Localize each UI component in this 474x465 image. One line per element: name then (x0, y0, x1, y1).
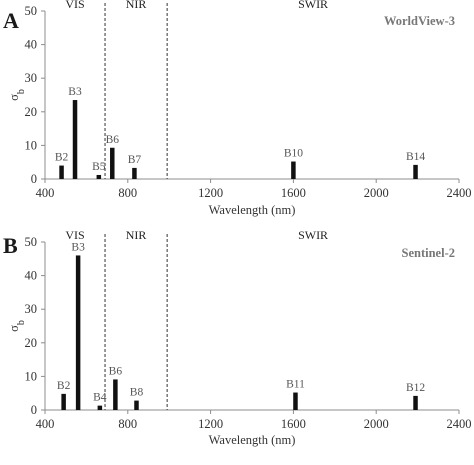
panel-a-y-tick-label: 20 (25, 105, 38, 119)
panel-a-x-tick-label: 2000 (364, 186, 389, 200)
panel-b-x-tick-label: 1600 (281, 417, 306, 431)
panel-b-bar-label-b11: B11 (286, 379, 305, 391)
panel-a-bar-label-b14: B14 (406, 151, 425, 163)
panel-b-bar-label-b3: B3 (71, 241, 85, 253)
panel-a-chart-title: WorldView-3 (384, 14, 455, 28)
panel-a-bar-b6 (110, 147, 115, 179)
panel-b-bar-label-b4: B4 (93, 392, 107, 404)
panel-a-x-tick-label: 400 (36, 186, 55, 200)
panel-b-x-axis-label: Wavelength (nm) (209, 433, 296, 447)
panel-b-bar-b3 (75, 255, 81, 410)
panel-a-bar-label-b2: B2 (55, 152, 69, 164)
panel-a-y-tick-label: 30 (25, 71, 38, 85)
panel-b-bar-b12 (413, 395, 418, 410)
panel-b-bar-label-b12: B12 (406, 382, 425, 394)
panel-a-bar-b3 (72, 100, 78, 179)
panel-a-y-tick-label: 10 (25, 138, 38, 152)
panel-b-bar-label-b2: B2 (57, 380, 71, 392)
panel-a-bar-label-b10: B10 (284, 148, 303, 160)
panel-b-chart-title: Sentinel-2 (402, 246, 455, 260)
panel-a-bar-label-b6: B6 (106, 134, 120, 146)
panel-b-bar-label-b8: B8 (130, 387, 144, 399)
panel-b-y-axis-label: σb (7, 320, 27, 332)
panel-b-y-tick-label: 30 (25, 302, 38, 316)
panel-a-y-tick-label: 0 (31, 172, 37, 186)
panel-b-region-label: SWIR (298, 228, 328, 242)
panel-a-bar-label-b3: B3 (68, 86, 82, 98)
panel-a-x-tick-label: 1200 (198, 186, 223, 200)
panel-b-bar-b2 (61, 393, 66, 410)
panel-b-x-tick-label: 1200 (198, 417, 223, 431)
panel-b-bar-b4 (97, 405, 103, 410)
panel-b-letter: B (3, 233, 18, 258)
panel-a-letter: A (3, 8, 19, 33)
panel-a-x-tick-label: 2400 (447, 186, 472, 200)
panel-a-bar-b10 (291, 161, 296, 179)
panel-b-y-axis-label-symbol: σ (7, 325, 21, 332)
panel-a-bar-b5 (96, 174, 102, 179)
panel-a-y-tick-label: 40 (25, 38, 38, 52)
panel-b-x-tick-label: 2400 (447, 417, 472, 431)
panel-a-x-tick-label: 800 (118, 186, 137, 200)
panel-a-bar-label-b7: B7 (128, 154, 142, 166)
panel-b-region-label: VIS (65, 228, 84, 242)
panel-b-bar-b6 (113, 379, 118, 410)
panel-a-y-tick-label: 50 (25, 4, 38, 18)
panel-a-y-axis-label-symbol: σ (7, 94, 21, 101)
panel-b-y-axis-label-subscript: b (16, 320, 27, 325)
panel-b-y-tick-label: 20 (25, 336, 38, 350)
panel-a-region-label: VIS (65, 0, 84, 11)
panel-a-region-label: SWIR (298, 0, 328, 11)
panel-b-bar-label-b6: B6 (109, 365, 123, 377)
panel-b-y-tick-label: 50 (25, 235, 38, 249)
panel-b-bar-b11 (293, 392, 298, 410)
panel-a-y-axis-label-subscript: b (16, 89, 27, 94)
panel-a-bar-b14 (413, 164, 418, 179)
panel-b-x-tick-label: 400 (36, 417, 55, 431)
panel-a-bar-b7 (132, 167, 137, 179)
panel-b-x-tick-label: 2000 (364, 417, 389, 431)
panel-b-y-tick-label: 10 (25, 369, 38, 383)
panel-b-x-tick-label: 800 (118, 417, 137, 431)
panel-b-y-tick-label: 40 (25, 269, 38, 283)
panel-b-region-label: NIR (126, 228, 147, 242)
panel-b-bar-b8 (134, 400, 139, 410)
panel-a-x-axis-label: Wavelength (nm) (209, 203, 296, 217)
panel-a-bar-b2 (59, 165, 64, 179)
panel-a-x-tick-label: 1600 (281, 186, 306, 200)
panel-a-region-label: NIR (126, 0, 147, 11)
panel-b-y-tick-label: 0 (31, 403, 37, 417)
panel-a-y-axis-label: σb (7, 89, 27, 101)
panel-a-bar-label-b5: B5 (92, 161, 106, 173)
